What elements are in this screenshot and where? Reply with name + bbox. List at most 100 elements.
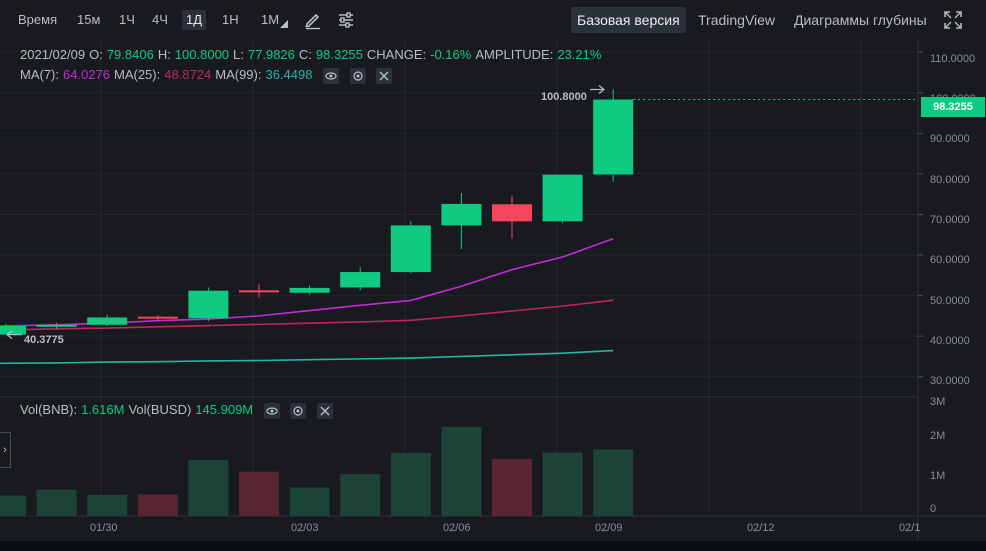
candle-body — [239, 290, 279, 293]
ma-settings-icon[interactable] — [349, 67, 366, 84]
volume-tick: 2M — [930, 430, 946, 442]
ma-close-icon[interactable] — [376, 67, 393, 84]
ohlc-date: 2021/02/09 — [20, 47, 86, 62]
vol-busd-value: 145.909M — [195, 402, 254, 417]
ma-info: MA(7): 64.0276 MA(25): 48.8724 MA(99): 36.449… — [20, 66, 396, 84]
price-tick: 110.0000 — [930, 53, 976, 65]
volume-bar — [441, 426, 482, 516]
pencil-icon[interactable] — [303, 10, 323, 30]
volume-bar — [390, 452, 431, 516]
volume-tick: 0 — [930, 503, 937, 515]
interval-1mo[interactable]: 1М — [261, 12, 280, 27]
ma7-line — [0, 237, 614, 327]
change-label: CHANGE: — [366, 47, 427, 62]
price-tick: 40.0000 — [930, 335, 970, 347]
candle-body — [36, 324, 77, 327]
volume-bar — [36, 489, 77, 516]
ma99-line — [0, 349, 614, 365]
ma99-value: 36.4498 — [265, 67, 313, 82]
candle-body — [390, 225, 431, 273]
ma99-label: MA(99): — [215, 67, 262, 82]
date-tick: 02/12 — [747, 522, 775, 534]
volume-bar — [239, 471, 279, 516]
change-value: -0.16% — [430, 47, 472, 62]
close-label: C: — [298, 47, 312, 62]
ma7-label: MA(7): — [20, 67, 59, 82]
date-tick: 02/1 — [899, 522, 921, 534]
volume-tick: 1M — [930, 470, 946, 482]
view-tradingview[interactable]: TradingView — [698, 12, 776, 28]
interval-1d[interactable]: 1Д — [182, 10, 207, 30]
vol-eye-icon[interactable] — [263, 402, 280, 419]
volume-bar — [593, 449, 634, 516]
max-price-annotation: 100.8000 — [541, 91, 587, 103]
volume-bar — [542, 452, 583, 516]
candle-body — [289, 287, 330, 293]
vol-bnb-label: Vol(BNB): — [20, 402, 78, 417]
volume-bar — [289, 487, 330, 516]
candle-body — [188, 290, 229, 319]
chart-toolbar: Время 15м 1Ч 4Ч 1Д 1Н 1М Базовая версия … — [0, 0, 986, 40]
candle-body — [492, 204, 532, 222]
ma25-value: 48.8724 — [164, 67, 212, 82]
vol-close-icon[interactable] — [317, 402, 334, 419]
volume-bar — [492, 459, 532, 516]
ma25-label: MA(25): — [114, 67, 161, 82]
amplitude-label: AMPLITUDE: — [475, 47, 554, 62]
expand-sidebar-chevron-icon[interactable]: › — [0, 432, 11, 468]
interval-1w[interactable]: 1Н — [222, 12, 239, 27]
volume-bar — [340, 474, 381, 516]
date-tick: 02/06 — [443, 522, 471, 534]
view-depth[interactable]: Диаграммы глубины — [794, 12, 927, 28]
price-tick: 80.0000 — [930, 174, 970, 186]
ma25-line — [0, 299, 614, 331]
date-tick: 02/03 — [291, 522, 319, 534]
interval-4h[interactable]: 4Ч — [152, 12, 168, 27]
interval-1h[interactable]: 1Ч — [119, 12, 135, 27]
vol-bnb-value: 1.616M — [81, 402, 125, 417]
candle-body — [340, 272, 381, 288]
amplitude-value: 23.21% — [557, 47, 602, 62]
open-value: 79.8406 — [106, 47, 154, 62]
price-tick: 50.0000 — [930, 295, 970, 307]
date-tick: 01/30 — [90, 522, 118, 534]
settings-sliders-icon[interactable] — [336, 10, 356, 30]
max-arrow-head-icon — [598, 85, 605, 94]
volume-tick: 3M — [930, 396, 946, 408]
min-arrow-head-icon — [6, 330, 13, 340]
low-label: L: — [233, 47, 244, 62]
volume-info: Vol(BNB): 1.616M Vol(BUSD) 145.909M — [20, 401, 337, 419]
open-label: O: — [89, 47, 103, 62]
vol-busd-label: Vol(BUSD) — [128, 402, 192, 417]
high-value: 100.8000 — [174, 47, 230, 62]
interval-15m[interactable]: 15м — [77, 12, 101, 27]
candle-body — [137, 316, 178, 319]
price-tick: 90.0000 — [930, 133, 970, 145]
volume-bar — [87, 494, 128, 516]
price-tick: 30.0000 — [930, 375, 970, 387]
volume-bar — [137, 494, 178, 516]
dropdown-corner-icon[interactable] — [280, 20, 288, 28]
candle-body — [593, 99, 634, 175]
date-tick: 02/09 — [595, 522, 623, 534]
volume-bar — [188, 459, 229, 516]
min-price-annotation: 40.3775 — [24, 334, 64, 346]
candle-body — [542, 174, 583, 222]
ohlc-info: 2021/02/09 O: 79.8406 H: 100.8000 L: 77.9826 C:… — [20, 46, 605, 64]
low-value: 77.9826 — [247, 47, 295, 62]
vol-settings-icon[interactable] — [290, 402, 307, 419]
ma7-value: 64.0276 — [63, 67, 110, 82]
view-basic[interactable]: Базовая версия — [571, 7, 686, 33]
price-tick: 70.0000 — [930, 214, 970, 226]
fullscreen-icon[interactable] — [943, 10, 963, 30]
last-price-tag: 98.3255 — [921, 97, 985, 117]
candle-body — [0, 326, 26, 335]
price-tick: 60.0000 — [930, 254, 970, 266]
time-label[interactable]: Время — [18, 12, 58, 27]
high-label: H: — [157, 47, 171, 62]
ma-eye-icon[interactable] — [323, 67, 340, 84]
candle-body — [87, 317, 128, 325]
volume-bar — [0, 495, 26, 516]
close-value: 98.3255 — [315, 47, 363, 62]
